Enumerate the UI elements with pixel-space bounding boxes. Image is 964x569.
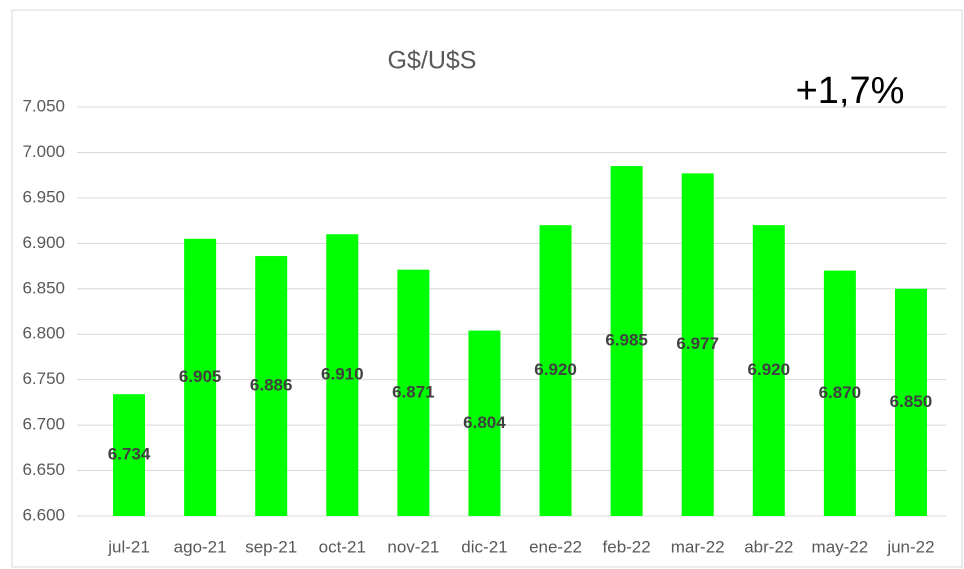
data-label: 6.920 (534, 360, 577, 379)
y-tick-label: 6.750 (22, 369, 65, 388)
y-tick-label: 6.600 (22, 505, 65, 524)
data-label: 6.734 (108, 445, 151, 464)
x-tick-label: oct-21 (319, 537, 366, 556)
y-tick-label: 6.800 (22, 324, 65, 343)
bar (184, 238, 217, 517)
annotation: +1,7% (796, 70, 905, 112)
data-label: 6.905 (179, 367, 222, 386)
x-tick-label: jul-21 (107, 537, 150, 556)
y-tick-label: 7.000 (22, 142, 65, 161)
data-label: 6.920 (748, 360, 791, 379)
chart-title: G$/U$S (388, 47, 477, 75)
bar (326, 234, 359, 516)
x-tick-label: abr-22 (744, 537, 793, 556)
data-label: 6.886 (250, 376, 293, 395)
x-tick-label: may-22 (812, 537, 869, 556)
bar (113, 394, 146, 516)
data-label: 6.871 (392, 382, 435, 401)
data-label: 6.870 (819, 383, 862, 402)
bar (397, 269, 430, 516)
x-tick-label: sep-21 (245, 537, 297, 556)
data-label: 6.977 (676, 334, 719, 353)
y-tick-label: 6.650 (22, 460, 65, 479)
y-tick-label: 7.050 (22, 96, 65, 115)
y-tick-label: 6.850 (22, 278, 65, 297)
y-tick-label: 6.950 (22, 187, 65, 206)
data-label: 6.850 (890, 392, 933, 411)
bar (255, 256, 288, 516)
bar (681, 173, 714, 517)
bar (894, 288, 927, 516)
x-tick-label: ago-21 (174, 537, 227, 556)
x-tick-label: nov-21 (387, 537, 439, 556)
data-label: 6.985 (605, 331, 648, 350)
x-tick-label: dic-21 (461, 537, 507, 556)
bar (539, 225, 572, 516)
bar (610, 166, 643, 517)
bar (823, 270, 856, 516)
x-tick-label: jun-22 (886, 537, 934, 556)
x-tick-label: mar-22 (671, 537, 725, 556)
data-label: 6.804 (463, 413, 506, 432)
data-label: 6.910 (321, 365, 364, 384)
x-tick-label: feb-22 (603, 537, 651, 556)
y-tick-label: 6.700 (22, 415, 65, 434)
y-tick-label: 6.900 (22, 233, 65, 252)
bar (468, 330, 501, 516)
x-tick-label: ene-22 (529, 537, 582, 556)
bar (752, 225, 785, 516)
